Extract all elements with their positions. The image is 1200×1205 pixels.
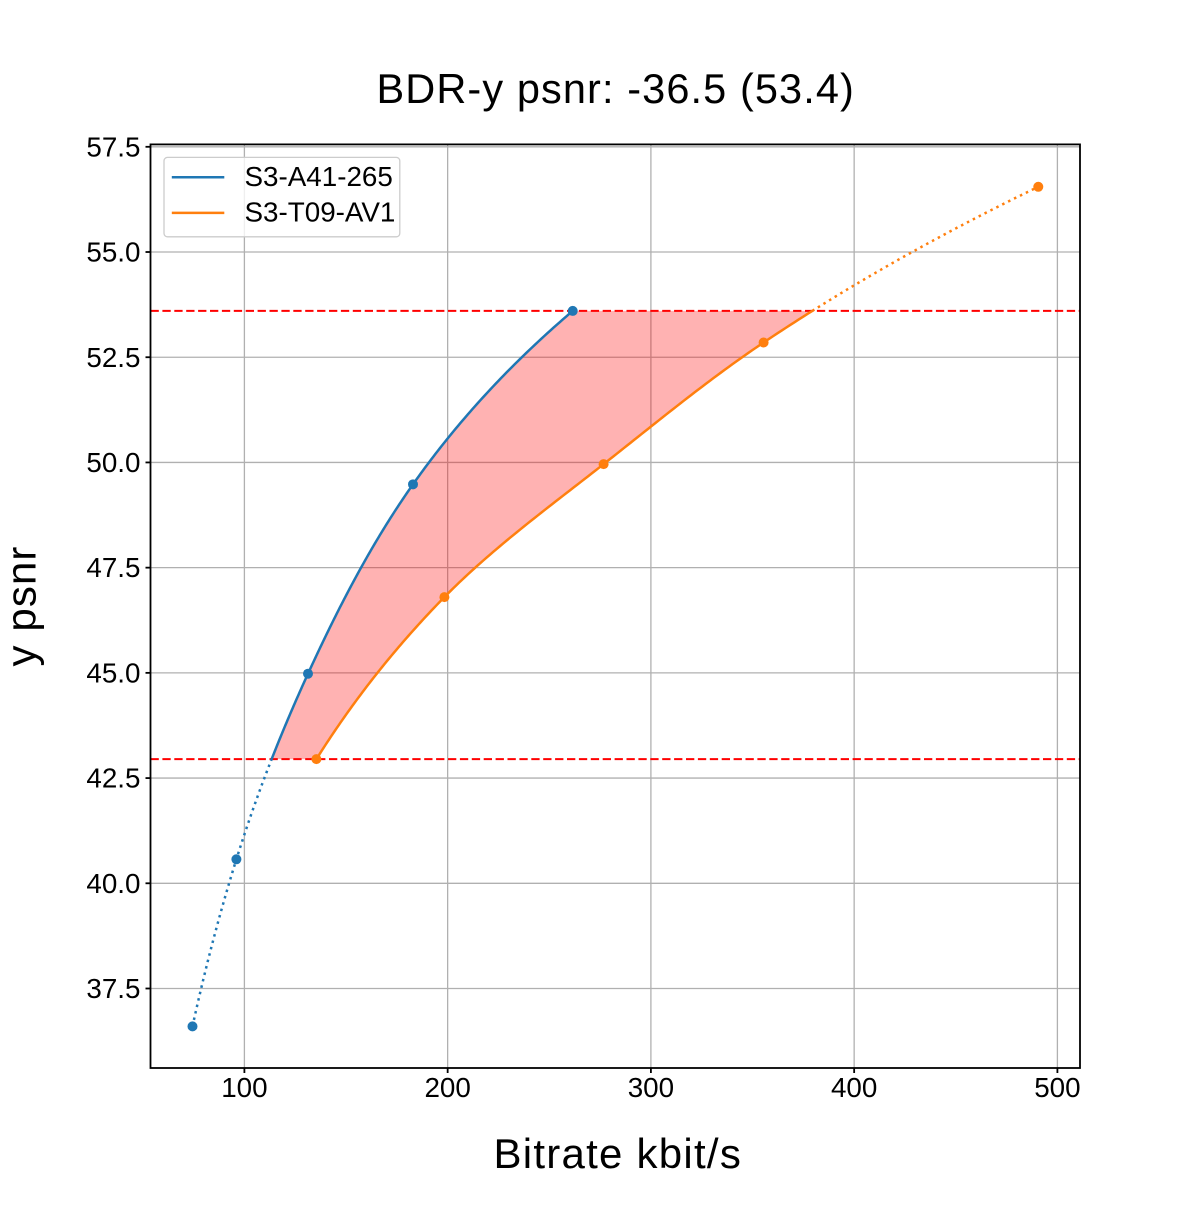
svg-text:BDR-y psnr: -36.5 (53.4): BDR-y psnr: -36.5 (53.4) — [377, 65, 855, 112]
svg-text:42.5: 42.5 — [86, 763, 140, 794]
svg-text:40.0: 40.0 — [86, 868, 140, 899]
svg-text:100: 100 — [221, 1072, 267, 1103]
svg-text:400: 400 — [831, 1072, 877, 1103]
svg-text:Bitrate kbit/s: Bitrate kbit/s — [494, 1130, 743, 1177]
svg-text:y psnr: y psnr — [0, 546, 45, 667]
svg-text:500: 500 — [1034, 1072, 1080, 1103]
svg-text:S3-A41-265: S3-A41-265 — [245, 161, 393, 192]
svg-text:45.0: 45.0 — [86, 657, 140, 688]
svg-text:S3-T09-AV1: S3-T09-AV1 — [245, 197, 396, 228]
svg-text:37.5: 37.5 — [86, 973, 140, 1004]
svg-text:47.5: 47.5 — [86, 552, 140, 583]
svg-text:57.5: 57.5 — [86, 131, 140, 162]
svg-text:50.0: 50.0 — [86, 447, 140, 478]
svg-text:200: 200 — [424, 1072, 470, 1103]
svg-text:300: 300 — [628, 1072, 674, 1103]
svg-text:52.5: 52.5 — [86, 342, 140, 373]
svg-text:55.0: 55.0 — [86, 237, 140, 268]
